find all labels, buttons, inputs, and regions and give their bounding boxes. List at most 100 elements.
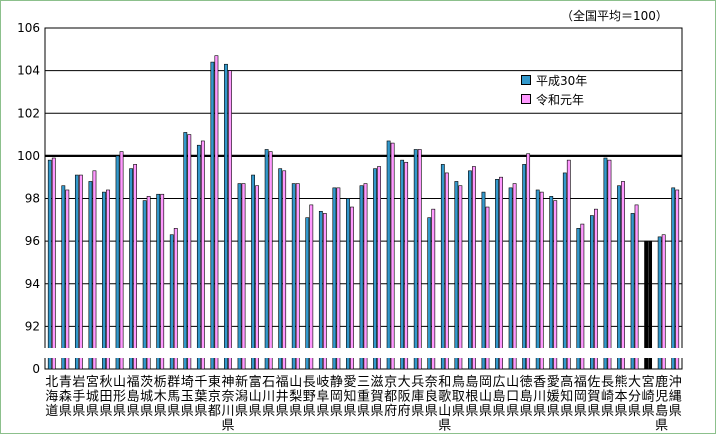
category-label-char: 葉 [194, 390, 207, 405]
category-label-char: 県 [316, 404, 329, 419]
bar-heisei30 [102, 191, 106, 370]
y-tick-label: 106 [17, 21, 40, 35]
category-label-char: 野 [303, 390, 316, 405]
category-label-char: 県 [86, 404, 99, 419]
bar-reiwa1 [675, 189, 680, 370]
bar-reiwa1 [485, 206, 490, 370]
category-label-char: 奈 [221, 390, 234, 405]
category-label-char: 広 [493, 375, 506, 390]
bar-heisei30 [169, 234, 174, 370]
category-label-char: 県 [276, 404, 289, 419]
bar-reiwa1 [594, 208, 598, 370]
category-label-char: 福 [276, 375, 289, 390]
bar-heisei30 [590, 215, 594, 370]
category-label-char: 山 [438, 404, 451, 419]
legend-label-series-2: 令和元年 [536, 92, 585, 107]
bar-heisei30 [291, 183, 296, 370]
category-label-char: 長 [303, 375, 316, 390]
category-label-char: 高 [560, 374, 573, 390]
category-label-char: 香 [533, 375, 546, 390]
bar-heisei30 [264, 149, 269, 370]
category-label-char: 県 [615, 404, 628, 419]
y-tick-label-zero: 0 [32, 362, 40, 376]
category-label-char: 岡 [574, 390, 587, 405]
legend: 平成30年 令和元年 [521, 73, 587, 111]
bar-reiwa1 [106, 189, 110, 370]
category-label-char: 県 [601, 404, 614, 419]
bar-heisei30 [386, 140, 391, 370]
y-tick-label: 100 [17, 149, 40, 163]
category-label-char: 福 [574, 375, 587, 390]
category-label-char: 富 [249, 374, 262, 390]
bar-heisei30 [183, 132, 188, 370]
bar-heisei30 [74, 174, 79, 370]
bar-reiwa1 [363, 183, 368, 370]
category-label-char: 山 [289, 375, 302, 390]
category-label-char: 田 [99, 390, 112, 405]
bar-reiwa1 [160, 193, 165, 370]
category-label-char: 本 [615, 390, 628, 405]
category-label-char: 県 [655, 419, 668, 434]
category-label-char: 分 [628, 390, 641, 405]
category-label-char: 県 [628, 404, 641, 419]
bar-heisei30 [549, 196, 554, 370]
category-label-char: 京 [384, 375, 397, 390]
category-label-char: 県 [99, 404, 112, 419]
category-label-char: 岩 [72, 375, 85, 390]
category-label-char: 歌 [438, 390, 451, 405]
bar-heisei30 [237, 183, 242, 370]
bar-heisei30 [88, 181, 93, 370]
bar-heisei30 [522, 164, 527, 370]
bar-heisei30 [481, 191, 486, 370]
category-label-char: 県 [127, 404, 140, 419]
bar-heisei30 [617, 185, 621, 370]
bar-heisei30 [61, 185, 66, 370]
bar-heisei30 [332, 187, 337, 370]
bar-reiwa1 [634, 204, 639, 370]
category-label-char: 奈 [425, 375, 438, 390]
category-label-char: 取 [452, 390, 465, 405]
category-label-char: 知 [560, 389, 573, 405]
category-label-char: 県 [506, 404, 519, 419]
category-label-char: 静 [330, 375, 343, 390]
category-label-char: 県 [357, 404, 370, 419]
category-label-char: 岡 [330, 390, 343, 405]
y-tick-label: 94 [25, 277, 40, 291]
bar-heisei30 [359, 185, 364, 370]
category-label-char: 山 [249, 390, 262, 405]
category-label-char: 口 [506, 390, 519, 405]
category-label-char: 愛 [547, 375, 560, 390]
bar-reiwa1 [214, 55, 219, 370]
category-label-char: 県 [465, 404, 478, 419]
category-label-char: 千 [194, 375, 207, 390]
bar-reiwa1 [553, 200, 558, 370]
bar-heisei30 [305, 217, 310, 370]
category-label-char: 縄 [669, 390, 682, 405]
category-label-char: 都 [208, 404, 221, 419]
legend-label-series-1: 平成30年 [536, 73, 588, 88]
category-label-char: 鳥 [452, 375, 465, 390]
category-label-char: 神 [221, 375, 234, 390]
bar-reiwa1 [404, 161, 409, 370]
category-label-char: 和 [438, 375, 451, 390]
bar-heisei30 [427, 217, 432, 370]
bar-heisei30 [318, 210, 323, 370]
bar-reiwa1 [228, 70, 232, 370]
bar-heisei30 [440, 164, 445, 370]
bar-reiwa1 [336, 187, 341, 370]
category-label-char: 県 [425, 404, 438, 419]
bar-heisei30 [630, 213, 635, 370]
category-label-char: 媛 [547, 390, 560, 405]
category-label-char: 梨 [289, 390, 302, 405]
bar-reiwa1 [661, 234, 666, 370]
bar-heisei30 [508, 187, 513, 370]
category-label-char: 岐 [316, 375, 329, 390]
category-label-char: 県 [520, 404, 533, 419]
bar-reiwa1 [173, 228, 178, 370]
bar-reiwa1 [580, 223, 585, 370]
bar-heisei30 [535, 189, 540, 370]
category-label-char: 大 [628, 375, 641, 390]
y-tick-label: 102 [17, 106, 40, 120]
category-label-char: 県 [72, 404, 85, 419]
category-label-char: 川 [533, 390, 546, 405]
